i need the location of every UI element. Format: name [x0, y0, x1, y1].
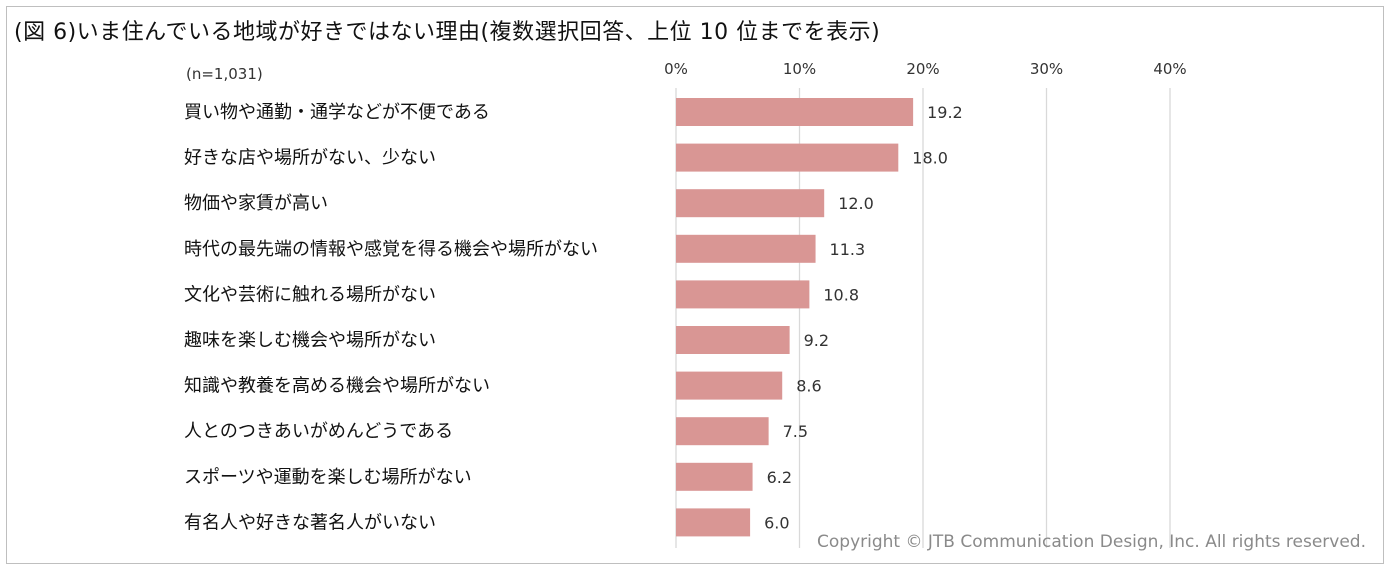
tick-labels: 0% 10% 20% 30% 40%	[664, 60, 1187, 78]
value-label: 9.2	[804, 331, 829, 350]
value-label: 12.0	[838, 194, 874, 213]
value-label: 6.2	[767, 468, 792, 487]
bar	[676, 143, 899, 172]
category-labels: 買い物や通勤・通学などが不便である好きな店や場所がない、少ない物価や家賃が高い時…	[184, 102, 598, 533]
bar	[676, 280, 810, 309]
value-label: 6.0	[764, 513, 789, 532]
tick-label: 20%	[906, 60, 939, 78]
value-label: 8.6	[796, 377, 821, 396]
bars	[676, 98, 914, 537]
category-label: 有名人や好きな著名人がいない	[184, 512, 436, 533]
bar	[676, 508, 751, 537]
chart-title: (図 6)いま住んでいる地域が好きではない理由(複数選択回答、上位 10 位まで…	[14, 20, 881, 45]
bar	[676, 189, 825, 218]
tick-label: 40%	[1153, 60, 1186, 78]
tick-label: 0%	[664, 60, 688, 78]
bar	[676, 417, 769, 446]
category-label: 人とのつきあいがめんどうである	[184, 421, 453, 442]
category-label: スポーツや運動を楽しむ場所がない	[184, 467, 472, 488]
category-label: 知識や教養を高める機会や場所がない	[184, 376, 490, 397]
chart-frame	[6, 6, 1384, 564]
value-labels: 19.2 18.0 12.0 11.3 10.8 9.2 8.6 7.5 6.2 6.0	[764, 103, 963, 532]
bar	[676, 371, 783, 400]
sample-size-label: (n=1,031)	[186, 65, 263, 83]
value-label: 7.5	[783, 422, 808, 441]
copyright-notice: Copyright © JTB Communication Design, In…	[817, 532, 1366, 552]
bar	[676, 462, 753, 491]
category-label: 買い物や通勤・通学などが不便である	[184, 102, 490, 123]
tick-label: 30%	[1030, 60, 1063, 78]
category-label: 趣味を楽しむ機会や場所がない	[184, 330, 436, 351]
category-label: 文化や芸術に触れる場所がない	[184, 284, 436, 305]
bar	[676, 234, 816, 263]
value-label: 11.3	[830, 240, 866, 259]
value-label: 18.0	[912, 149, 948, 168]
bar	[676, 98, 914, 126]
category-label: 物価や家賃が高い	[184, 193, 328, 214]
category-label: 時代の最先端の情報や感覚を得る機会や場所がない	[184, 239, 598, 260]
value-label: 19.2	[927, 103, 963, 122]
tick-label: 10%	[783, 60, 816, 78]
value-label: 10.8	[823, 285, 859, 304]
bar	[676, 326, 790, 354]
category-label: 好きな店や場所がない、少ない	[184, 148, 436, 169]
